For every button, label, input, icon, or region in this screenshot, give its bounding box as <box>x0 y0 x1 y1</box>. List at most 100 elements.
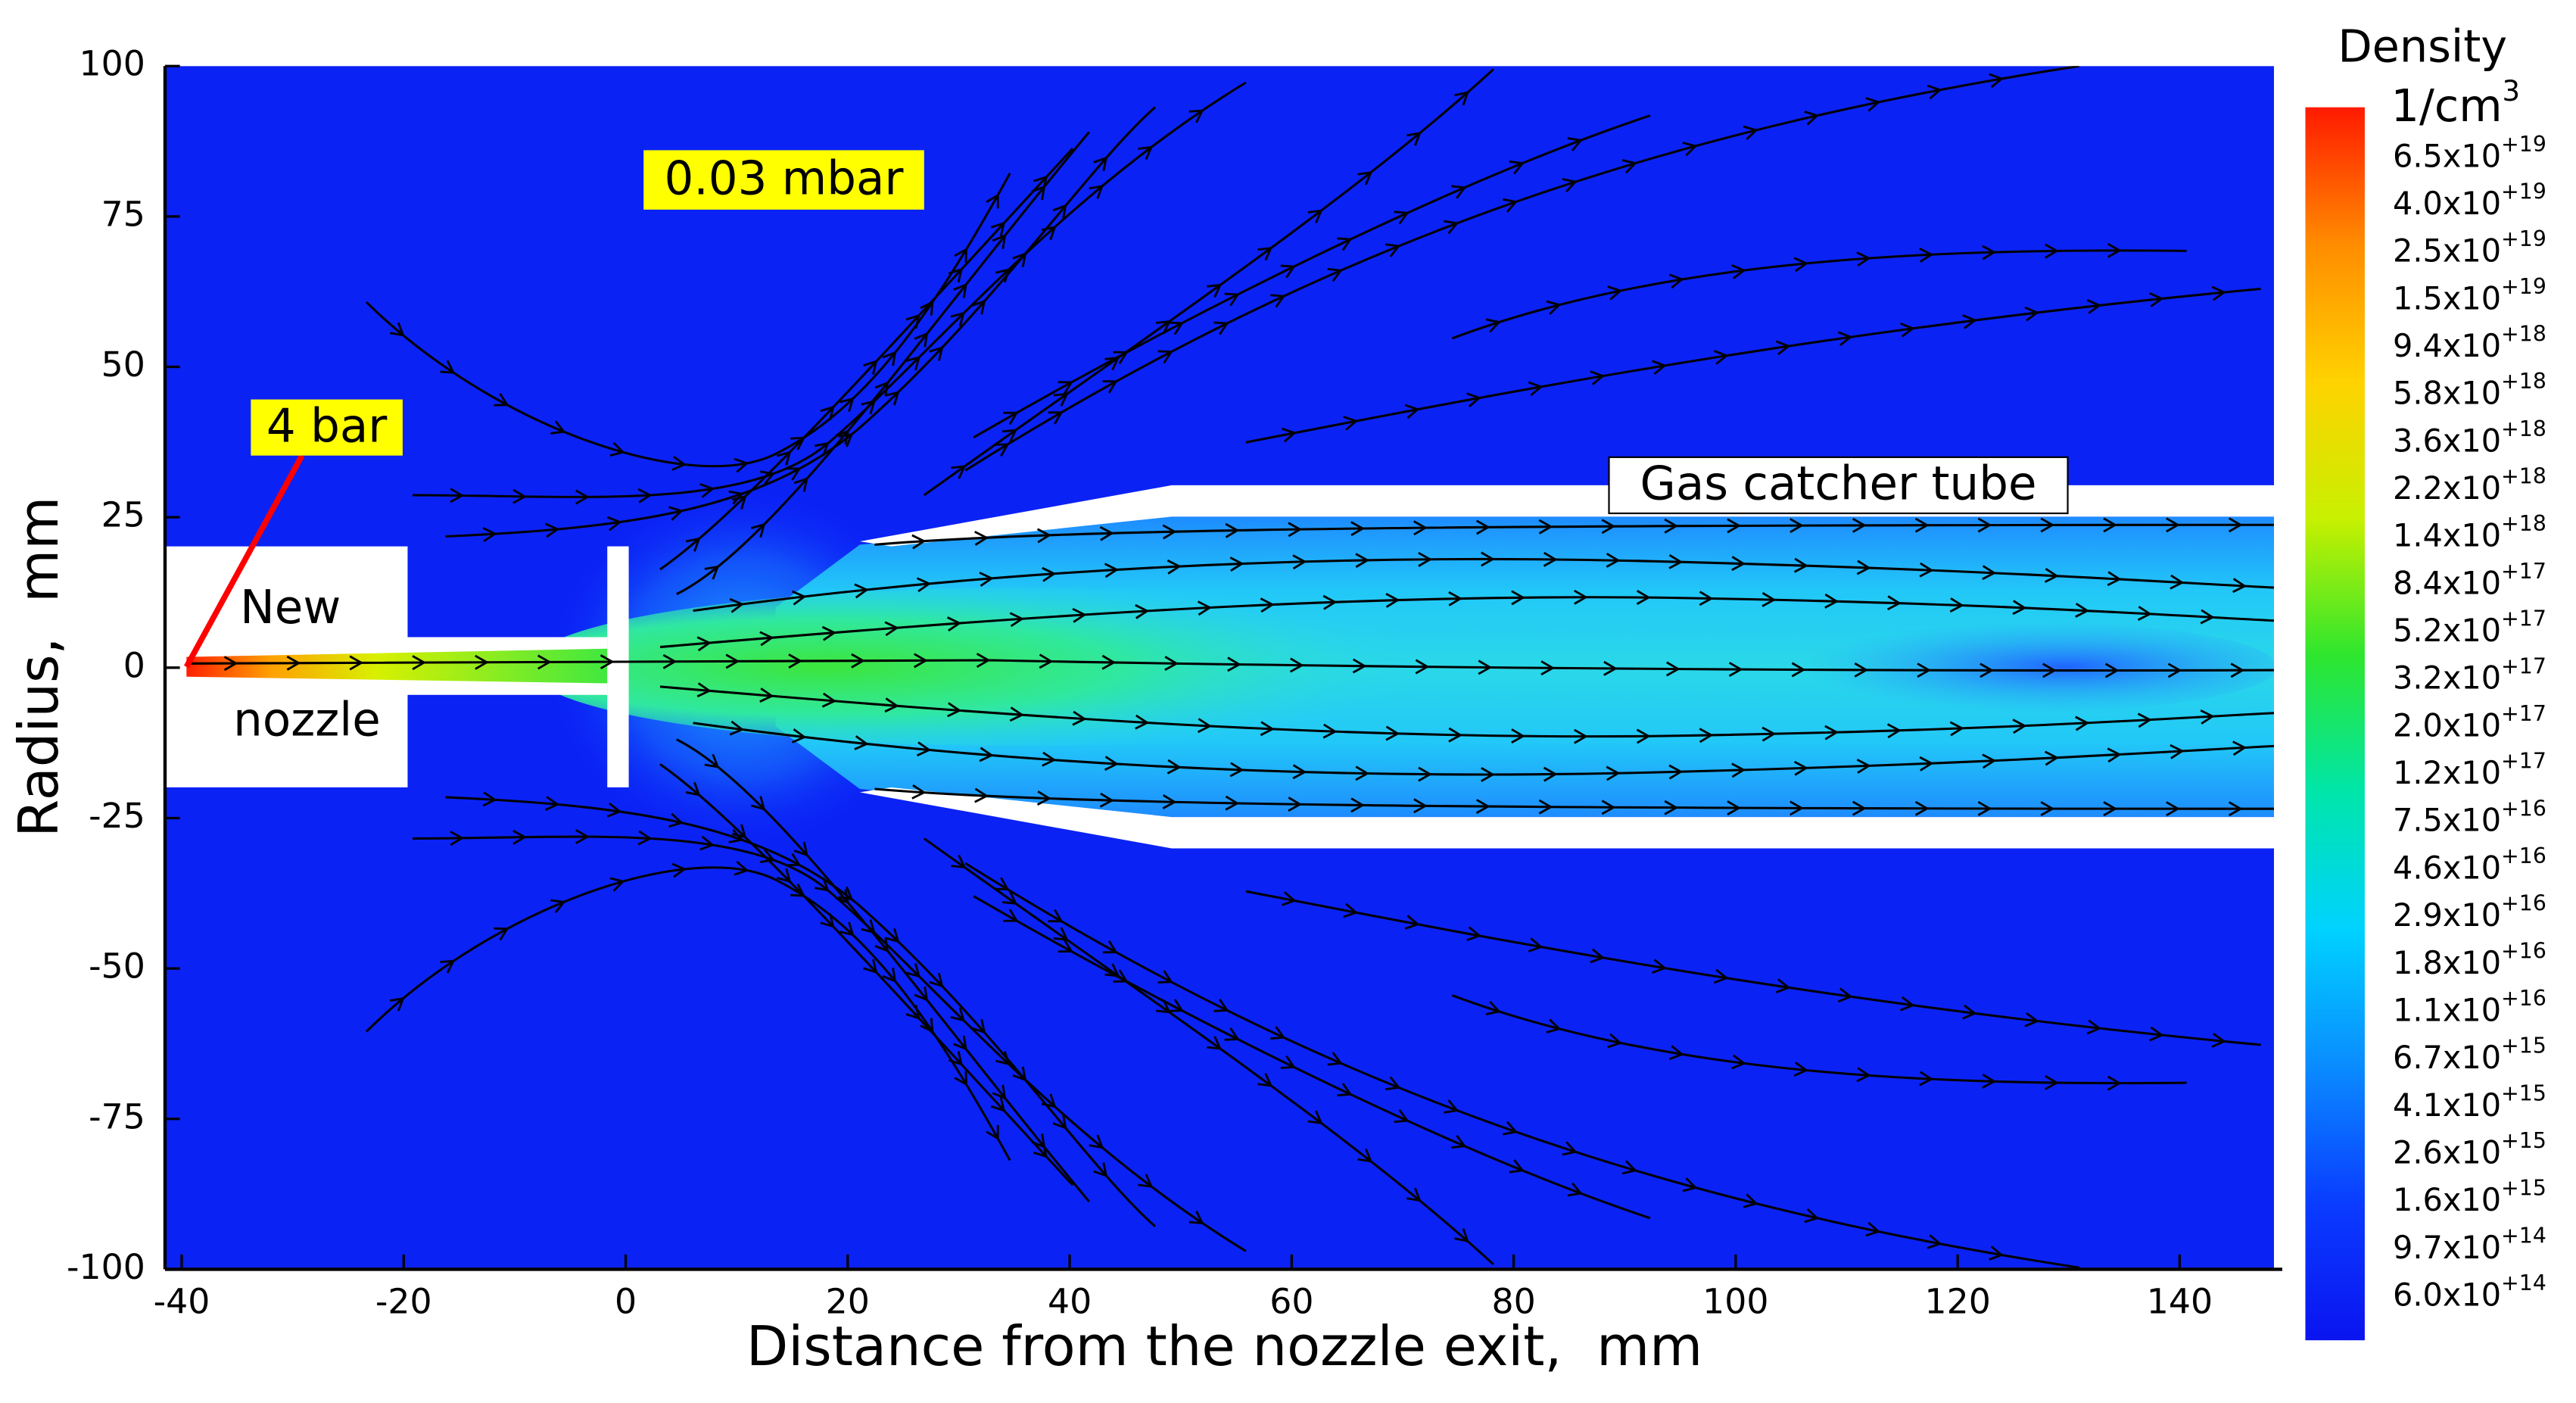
streamline-arrow <box>1607 285 1623 301</box>
streamline-arrow <box>884 391 900 406</box>
streamline-arrow <box>2137 712 2153 728</box>
streamline-arrow <box>2045 243 2059 259</box>
streamline-arrow <box>854 583 869 599</box>
streamline <box>964 862 2080 1269</box>
streamline-arrow <box>1919 1071 1934 1087</box>
streamline-arrow <box>1033 175 1048 191</box>
streamline-arrow <box>1357 170 1373 186</box>
streamline-arrow <box>1775 978 1791 993</box>
streamline-arrow <box>948 1051 963 1066</box>
streamline-arrow <box>1155 320 1171 335</box>
streamline <box>1451 994 2187 1085</box>
streamline-arrow <box>1481 551 1495 567</box>
streamline-arrow <box>1280 264 1296 279</box>
streamline-arrow <box>1289 657 1304 673</box>
streamline-arrow <box>1699 591 1714 606</box>
streamline-arrow <box>1886 595 1902 611</box>
streamline-arrow <box>1260 721 1275 737</box>
streamline-arrow <box>1197 600 1213 616</box>
streamline-arrow <box>1761 591 1777 607</box>
streamline-arrow <box>1041 1093 1057 1108</box>
streamline-arrow <box>1257 1073 1273 1087</box>
colorbar-tick-label: 7.5x10+16 <box>2393 796 2546 838</box>
streamline-arrow <box>1949 721 1964 737</box>
streamline-arrow <box>815 877 830 892</box>
streamline-arrow <box>1042 566 1057 582</box>
streamline-arrow <box>2149 292 2164 307</box>
streamline-arrow <box>1102 940 1118 954</box>
streamline-arrow <box>440 959 456 974</box>
streamline-arrow <box>1856 1067 1871 1083</box>
streamline-arrow <box>1852 800 1867 816</box>
y-tick-label: -50 <box>89 946 145 987</box>
streamline-arrow <box>2107 747 2122 763</box>
colorbar-tick-exponent: +17 <box>2501 653 2546 678</box>
streamline-arrow <box>1837 987 1853 1003</box>
colorbar-tick-exponent: +18 <box>2501 322 2546 347</box>
streamline-arrow <box>1099 792 1114 808</box>
colorbar-tick-mantissa: 2.5x10 <box>2393 233 2501 270</box>
streamline-arrow <box>1540 660 1556 676</box>
streamline-arrow <box>2167 663 2182 678</box>
colorbar-unit: 1/cm3 <box>2391 75 2521 132</box>
streamline-arrow <box>1837 331 1853 347</box>
streamline-arrow <box>1665 661 1680 677</box>
streamline-arrow <box>1824 593 1839 609</box>
streamline-arrow <box>1601 519 1616 535</box>
streamline-arrow <box>1899 322 1915 338</box>
streamline-arrow <box>696 682 712 698</box>
streamline-arrow <box>948 267 963 283</box>
streamline-arrow <box>1793 557 1809 573</box>
streamline-arrow <box>685 781 701 797</box>
streamline-arrow <box>861 919 876 934</box>
streamline-arrow <box>1669 273 1684 289</box>
streamline-arrow <box>839 921 855 937</box>
streamline <box>693 557 2275 613</box>
streamline-arrow <box>1197 718 1213 734</box>
streamline-arrow <box>609 441 625 457</box>
streamline-arrow <box>2042 663 2057 678</box>
streamline <box>659 685 2275 738</box>
streamline-arrow <box>2232 578 2247 594</box>
streamline-arrow <box>1567 1182 1583 1197</box>
streamline-arrow <box>494 393 509 407</box>
colorbar-tick-exponent: +15 <box>2501 1128 2546 1153</box>
streamline-arrow <box>1350 521 1366 537</box>
annotation-box <box>1608 456 2069 515</box>
streamline-arrow <box>1036 790 1051 806</box>
streamline-arrow <box>947 702 962 718</box>
streamline-arrow <box>953 282 967 298</box>
streamline-arrow <box>950 1007 965 1022</box>
streamline-arrow <box>1113 351 1129 365</box>
colorbar-tick-mantissa: 9.7x10 <box>2393 1230 2501 1266</box>
streamline-arrow <box>1002 890 1018 905</box>
streamline-arrow <box>2044 568 2060 583</box>
jet-core <box>528 588 1519 747</box>
streamline-arrow <box>575 489 590 505</box>
streamline-arrow <box>1413 520 1428 536</box>
streamline-arrow <box>699 835 715 851</box>
colorbar-tick-mantissa: 1.1x10 <box>2393 992 2501 1028</box>
streamline-arrow <box>1856 759 1871 774</box>
streamline-arrow <box>1865 1221 1881 1237</box>
streamline-arrow <box>929 346 944 361</box>
nozzle-channel <box>186 648 608 684</box>
streamline-arrow <box>1003 411 1019 426</box>
streamlines <box>365 682 2275 1269</box>
streamline-arrow <box>1856 560 1871 575</box>
streamline-arrow <box>1041 226 1057 241</box>
streamline-arrow <box>1989 1246 2004 1261</box>
x-tick-label: 80 <box>1491 1282 1535 1322</box>
streamline-arrow <box>1485 318 1501 333</box>
streamline-arrow <box>854 735 869 750</box>
streamlines <box>186 653 2275 678</box>
streamline-arrow <box>1761 726 1777 742</box>
streamline-arrow <box>974 787 989 803</box>
streamline-arrow <box>2040 517 2055 533</box>
streamline-arrow <box>1168 999 1184 1012</box>
streamline-arrow <box>1009 612 1025 628</box>
streamline-arrow <box>699 483 715 498</box>
streamline <box>874 523 2275 546</box>
streamline-arrow <box>971 1018 986 1034</box>
